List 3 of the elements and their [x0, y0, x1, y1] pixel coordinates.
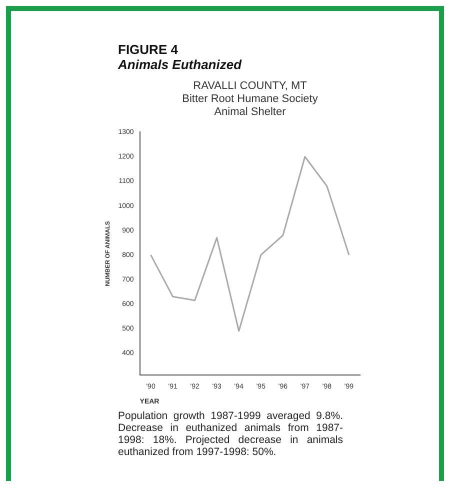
text: Population growth 1987-1999 averaged 9.8%. Decrease in euthanized animals from 1987-1998: 18%. Projected decrease in animals euthanized from 1997-1998: 50%.: [118, 410, 343, 458]
chart-subtitle: RAVALLI COUNTY, MT Bitter Root Humane Society Animal Shelter: [181, 80, 319, 119]
chart-title: FIGURE 4 Animals Euthanized: [118, 42, 242, 72]
